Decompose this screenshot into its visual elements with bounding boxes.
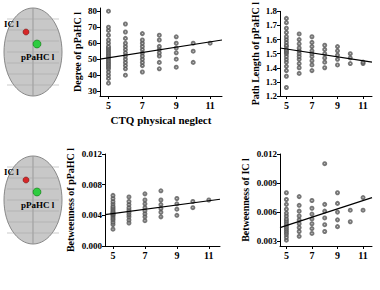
svg-text:11: 11 bbox=[358, 100, 367, 111]
svg-text:11: 11 bbox=[358, 250, 367, 261]
svg-text:7: 7 bbox=[140, 100, 145, 111]
svg-text:9: 9 bbox=[335, 100, 340, 111]
svg-text:IC l: IC l bbox=[4, 167, 19, 177]
svg-text:5: 5 bbox=[110, 250, 115, 261]
svg-text:50: 50 bbox=[88, 54, 98, 64]
svg-text:Degree of pPaHC l: Degree of pPaHC l bbox=[72, 12, 83, 92]
svg-text:7: 7 bbox=[309, 250, 314, 261]
svg-text:Betweenness of IC l: Betweenness of IC l bbox=[240, 158, 251, 242]
svg-text:CTQ physical neglect: CTQ physical neglect bbox=[111, 114, 212, 126]
svg-text:11: 11 bbox=[204, 250, 213, 261]
svg-text:5: 5 bbox=[284, 100, 289, 111]
svg-text:0.004: 0.004 bbox=[82, 210, 103, 220]
svg-text:30: 30 bbox=[88, 86, 98, 96]
svg-text:1.6: 1.6 bbox=[266, 35, 278, 45]
svg-text:Betweenness of pPaHC l: Betweenness of pPaHC l bbox=[65, 148, 76, 252]
svg-text:9: 9 bbox=[174, 100, 179, 111]
svg-text:5: 5 bbox=[106, 100, 111, 111]
svg-text:0.009: 0.009 bbox=[257, 178, 278, 188]
svg-text:1.8: 1.8 bbox=[266, 6, 278, 16]
svg-text:40: 40 bbox=[88, 70, 98, 80]
svg-text:0.012: 0.012 bbox=[257, 149, 278, 159]
svg-text:1.3: 1.3 bbox=[266, 77, 278, 87]
svg-text:pPaHC l: pPaHC l bbox=[21, 52, 55, 62]
svg-text:0.003: 0.003 bbox=[257, 236, 278, 246]
svg-text:70: 70 bbox=[88, 22, 98, 32]
svg-text:9: 9 bbox=[335, 250, 340, 261]
svg-text:IC l: IC l bbox=[4, 19, 19, 29]
svg-text:1.2: 1.2 bbox=[266, 91, 278, 101]
svg-text:11: 11 bbox=[205, 100, 214, 111]
svg-text:pPaHC l: pPaHC l bbox=[21, 200, 55, 210]
svg-text:0.000: 0.000 bbox=[82, 241, 103, 251]
svg-text:1.4: 1.4 bbox=[266, 63, 278, 73]
svg-text:0.012: 0.012 bbox=[82, 149, 103, 159]
svg-text:60: 60 bbox=[88, 38, 98, 48]
svg-text:1.5: 1.5 bbox=[266, 49, 278, 59]
svg-text:7: 7 bbox=[142, 250, 147, 261]
svg-text:Path Length of pPaHC l: Path Length of pPaHC l bbox=[250, 2, 261, 106]
svg-text:1.7: 1.7 bbox=[266, 20, 278, 30]
svg-text:7: 7 bbox=[309, 100, 314, 111]
svg-text:80: 80 bbox=[88, 6, 98, 16]
svg-text:5: 5 bbox=[284, 250, 289, 261]
svg-text:9: 9 bbox=[174, 250, 179, 261]
svg-text:0.006: 0.006 bbox=[257, 207, 278, 217]
svg-text:0.008: 0.008 bbox=[82, 180, 103, 190]
